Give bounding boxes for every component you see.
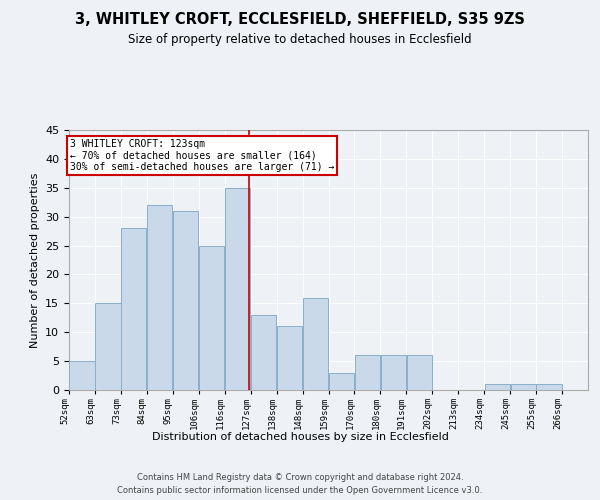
Bar [277,326,302,390]
Text: 3, WHITLEY CROFT, ECCLESFIELD, SHEFFIELD, S35 9ZS: 3, WHITLEY CROFT, ECCLESFIELD, SHEFFIELD… [75,12,525,28]
Bar [95,304,121,390]
Bar [225,188,250,390]
Bar [303,298,328,390]
Text: Size of property relative to detached houses in Ecclesfield: Size of property relative to detached ho… [128,32,472,46]
Bar [173,211,199,390]
Text: Contains public sector information licensed under the Open Government Licence v3: Contains public sector information licen… [118,486,482,495]
Bar [381,356,406,390]
Bar [407,356,432,390]
Bar [355,356,380,390]
Bar [329,372,354,390]
Bar [251,315,276,390]
Text: 3 WHITLEY CROFT: 123sqm
← 70% of detached houses are smaller (164)
30% of semi-d: 3 WHITLEY CROFT: 123sqm ← 70% of detache… [70,138,335,172]
Bar [485,384,510,390]
Text: Contains HM Land Registry data © Crown copyright and database right 2024.: Contains HM Land Registry data © Crown c… [137,472,463,482]
Y-axis label: Number of detached properties: Number of detached properties [29,172,40,348]
Bar [511,384,536,390]
Bar [147,205,172,390]
Bar [536,384,562,390]
Bar [199,246,224,390]
Bar [70,361,95,390]
Text: Distribution of detached houses by size in Ecclesfield: Distribution of detached houses by size … [152,432,448,442]
Bar [121,228,146,390]
